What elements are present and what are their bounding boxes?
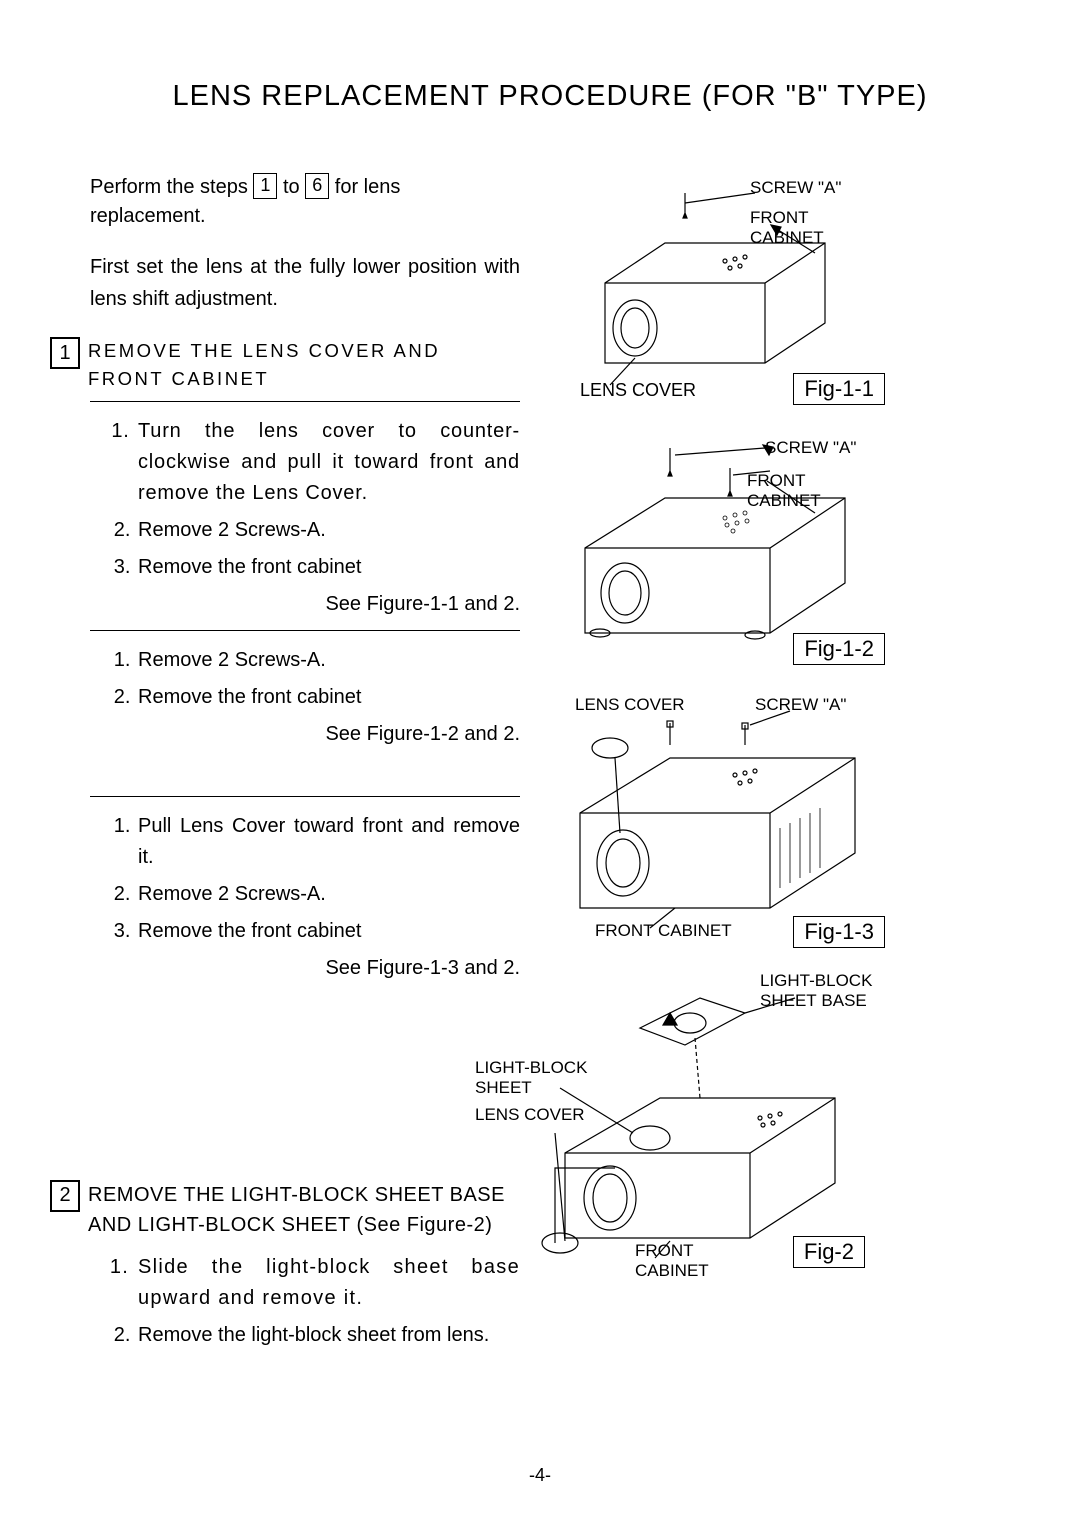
fig-label-front-cabinet: FRONT CABINET (747, 471, 875, 511)
page-number: -4- (529, 1465, 551, 1486)
intro-line-1: Perform the steps 1 to 6 for lens replac… (90, 173, 520, 231)
right-column: SCREW "A" FRONT CABINET LENS COVER Fig-1… (545, 153, 1010, 1357)
list-item: Remove the front cabinet (136, 682, 520, 713)
left-column: Perform the steps 1 to 6 for lens replac… (90, 153, 520, 1357)
fig-label-lens-cover: LENS COVER (475, 1105, 585, 1125)
step-from-box: 1 (253, 173, 277, 199)
document-page: LENS REPLACEMENT PROCEDURE (FOR "B" TYPE… (0, 0, 1080, 1526)
section-2-number: 2 (50, 1180, 80, 1212)
fig-label-front-cabinet: FRONT CABINET (595, 921, 732, 941)
step-to-box: 6 (305, 173, 329, 199)
section-1-number: 1 (50, 337, 80, 369)
fig-label-lens-cover: LENS COVER (575, 695, 685, 715)
fig-label-lens-cover: LENS COVER (580, 380, 696, 401)
section-1-block-2-list: Remove 2 Screws-A. Remove the front cabi… (90, 645, 520, 713)
figure-id-box: Fig-1-3 (793, 916, 885, 948)
list-item: Remove 2 Screws-A. (136, 515, 520, 546)
section-1-block-3-list: Pull Lens Cover toward front and remove … (90, 811, 520, 947)
projector-diagram-icon (555, 703, 875, 933)
fig-label-screw: SCREW "A" (750, 178, 841, 198)
figure-id-box: Fig-2 (793, 1236, 865, 1268)
page-title: LENS REPLACEMENT PROCEDURE (FOR "B" TYPE… (90, 80, 1010, 113)
divider (90, 401, 520, 402)
list-item: Slide the light-block sheet base upward … (136, 1252, 520, 1314)
fig-label-text: LIGHT-BLOCKSHEET (475, 1058, 587, 1097)
section-1-block-1-list: Turn the lens cover to counter-clockwise… (90, 416, 520, 583)
list-item: Turn the lens cover to counter-clockwise… (136, 416, 520, 509)
section-1-title: REMOVE THE LENS COVER AND FRONT CABINET (88, 337, 520, 393)
fig-label-front-cabinet: FRONT CABINET (750, 208, 875, 248)
fig-label-sheet: LIGHT-BLOCKSHEET (475, 1058, 587, 1099)
list-item: Remove the front cabinet (136, 552, 520, 583)
fig-label-text: FRONTCABINET (635, 1241, 709, 1280)
figure-2: LIGHT-BLOCK SHEET BASE LIGHT-BLOCKSHEET … (505, 983, 875, 1263)
figure-id-box: Fig-1-1 (793, 373, 885, 405)
section-1-heading: 1 REMOVE THE LENS COVER AND FRONT CABINE… (50, 337, 520, 393)
figure-1-1: SCREW "A" FRONT CABINET LENS COVER Fig-1… (555, 183, 875, 393)
intro-line-2: First set the lens at the fully lower po… (90, 251, 520, 315)
figure-id-box: Fig-1-2 (793, 633, 885, 665)
fig-label-text: LIGHT-BLOCK SHEET BASE (760, 971, 872, 1010)
fig-label-sheet-base: LIGHT-BLOCK SHEET BASE (760, 971, 872, 1012)
section-2-title: REMOVE THE LIGHT-BLOCK SHEET BASE AND LI… (88, 1180, 520, 1240)
fig-label-front-cabinet: FRONTCABINET (635, 1241, 709, 1280)
see-figure-ref: See Figure-1-3 and 2. (90, 957, 520, 980)
list-item: Pull Lens Cover toward front and remove … (136, 811, 520, 873)
intro-text-a: Perform the steps (90, 176, 253, 198)
list-item: Remove the light-block sheet from lens. (136, 1320, 520, 1351)
see-figure-ref: See Figure-1-2 and 2. (90, 723, 520, 746)
figure-1-2: SCREW "A" FRONT CABINET Fig-1-2 (555, 443, 875, 653)
section-2-heading: 2 REMOVE THE LIGHT-BLOCK SHEET BASE AND … (50, 1180, 520, 1240)
divider (90, 796, 520, 797)
list-item: Remove 2 Screws-A. (136, 879, 520, 910)
intro-text-b: to (283, 176, 305, 198)
figure-1-3: LENS COVER SCREW "A" FRONT CABINET Fig-1… (555, 703, 875, 933)
divider (90, 630, 520, 631)
list-item: Remove 2 Screws-A. (136, 645, 520, 676)
two-column-layout: Perform the steps 1 to 6 for lens replac… (90, 153, 1010, 1357)
section-2: 2 REMOVE THE LIGHT-BLOCK SHEET BASE AND … (90, 1180, 520, 1351)
see-figure-ref: See Figure-1-1 and 2. (90, 593, 520, 616)
fig-label-screw: SCREW "A" (755, 695, 846, 715)
fig-label-screw: SCREW "A" (765, 438, 856, 458)
section-2-list: Slide the light-block sheet base upward … (90, 1252, 520, 1351)
list-item: Remove the front cabinet (136, 916, 520, 947)
